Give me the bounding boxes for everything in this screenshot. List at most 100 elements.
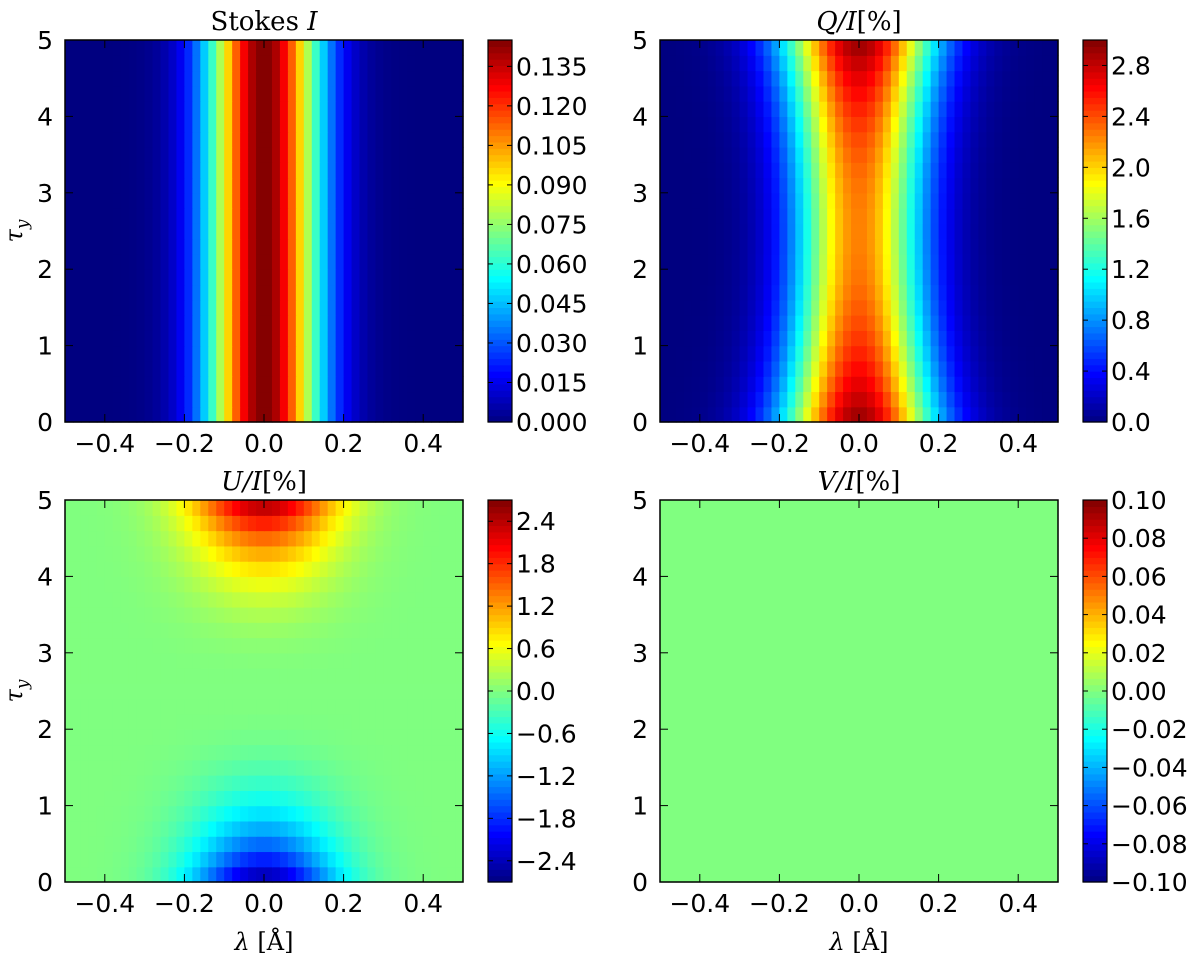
heatmap-cell [415,177,424,194]
heatmap-cell [906,790,916,807]
heatmap-cell [271,500,281,516]
heatmap-cell [739,391,749,408]
heatmap-cell [455,162,464,179]
heatmap-cell [994,40,1003,56]
heatmap-cell [407,223,416,240]
heatmap-cell [351,637,361,654]
heatmap-cell [232,836,241,853]
heatmap-cell [256,820,265,837]
heatmap-cell [859,775,868,791]
heatmap-cell [383,820,392,837]
heatmap-cell [319,729,329,746]
heatmap-cell [731,820,741,837]
heatmap-cell [667,360,677,377]
heatmap-cell [1018,744,1027,761]
heatmap-cell [120,561,130,577]
heatmap-cell [439,146,448,163]
heatmap-cell [1042,668,1051,684]
heatmap-cell [890,820,900,837]
colorbar-swatch [488,811,512,819]
heatmap-cell [763,851,773,868]
heatmap-cell [295,40,305,56]
heatmap-cell [914,284,924,301]
heatmap-cell [152,637,162,654]
heatmap-cell [962,208,972,224]
heatmap-cell [303,561,313,577]
heatmap-cell [80,729,90,746]
heatmap-cell [707,820,717,837]
heatmap-cell [851,713,860,730]
heatmap-cell [351,315,361,331]
heatmap-cell [898,668,908,684]
heatmap-cell [383,515,392,532]
heatmap-cell [399,637,408,654]
heatmap-cell [192,790,201,807]
heatmap-cell [835,345,844,362]
heatmap-cell [843,345,852,362]
heatmap-cell [835,116,844,133]
heatmap-cell [970,85,979,102]
heatmap-cell [208,866,217,883]
heatmap-cell [455,345,464,362]
heatmap-cell [739,345,749,362]
heatmap-cell [859,744,868,761]
heatmap-cell [731,345,741,362]
heatmap-cell [104,162,114,179]
heatmap-cell [184,146,193,163]
heatmap-cell [399,131,408,148]
heatmap-cell [128,284,138,301]
heatmap-cell [367,500,377,516]
colorbar-swatch [488,294,512,302]
heatmap-cell [755,376,765,393]
colorbar-swatch [488,519,512,527]
heatmap-cell [1018,131,1027,148]
heatmap-cell [295,253,305,270]
heatmap-cell [112,561,122,577]
heatmap-cell [65,683,74,700]
colorbar-swatch [488,786,512,794]
heatmap-cell [938,253,948,270]
heatmap-cell [208,146,217,163]
heatmap-cell [795,131,804,148]
heatmap-cell [279,744,289,761]
heatmap-cell [683,284,693,301]
heatmap-cell [399,836,408,853]
heatmap-cell [906,836,916,853]
heatmap-cell [1034,637,1043,654]
heatmap-cell [874,223,884,240]
heatmap-cell [866,866,876,883]
heatmap-cell [707,162,717,179]
heatmap-cell [819,116,828,133]
heatmap-cell [359,376,369,393]
heatmap-cell [715,208,725,224]
heatmap-cell [144,238,154,255]
heatmap-cell [986,70,995,87]
colorbar-swatch [488,500,512,507]
heatmap-cell [691,330,701,347]
colorbar-swatch [488,856,512,864]
heatmap-cell [311,790,321,807]
heatmap-cell [287,576,297,593]
heatmap-cell [439,805,448,822]
heatmap-cell [232,192,241,209]
heatmap-cell [168,146,178,163]
colorbar-swatch [488,377,512,385]
heatmap-cell [351,576,361,593]
heatmap-cell [922,698,932,715]
heatmap-cell [88,729,98,746]
heatmap-cell [954,360,964,377]
heatmap-cell [65,146,74,163]
heatmap-cell [271,253,281,270]
heatmap-cell [731,70,741,87]
colorbar-swatch [1083,135,1107,143]
heatmap-cell [415,530,424,547]
colorbar-swatch [488,722,512,730]
heatmap-cell [391,345,400,362]
heatmap-cell [423,729,432,746]
heatmap-cell [994,284,1003,301]
heatmap-cell [874,284,884,301]
heatmap-cell [160,820,170,837]
heatmap-cell [978,315,987,331]
heatmap-cell [256,253,265,270]
heatmap-cell [224,345,233,362]
